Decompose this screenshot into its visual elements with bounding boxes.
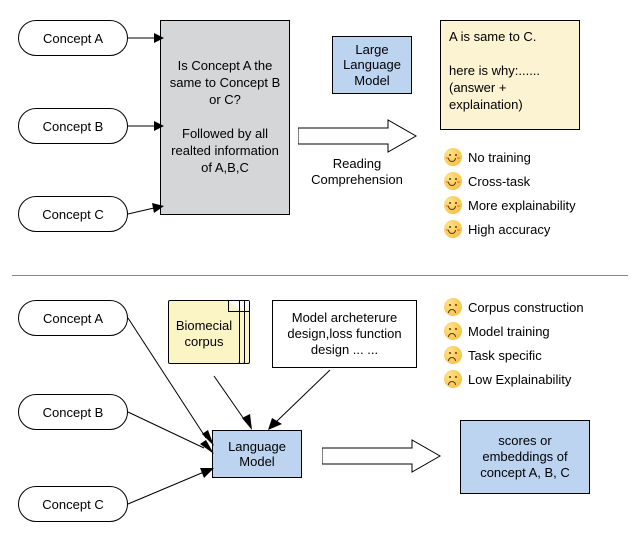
- arrow-icon: [128, 406, 218, 460]
- concept-c-top: Concept C: [18, 196, 128, 232]
- concept-b-top: Concept B: [18, 108, 128, 144]
- bullet-item: Low Explainability: [444, 370, 584, 388]
- bullet-label: Low Explainability: [468, 372, 571, 387]
- arrow-icon: [268, 370, 338, 434]
- happy-face-icon: [444, 196, 462, 214]
- llm-label: Large Language Model: [341, 42, 403, 89]
- bullet-label: Cross-task: [468, 174, 530, 189]
- bullet-item: Corpus construction: [444, 298, 584, 316]
- concept-label: Concept B: [43, 405, 104, 420]
- lm-box: Language Model: [212, 430, 302, 478]
- arrow-icon: [128, 468, 218, 508]
- reading-label: Reading Comprehension: [302, 156, 412, 187]
- arch-box: Model archeterure design,loss function d…: [272, 300, 417, 368]
- bullet-item: Cross-task: [444, 172, 576, 190]
- worried-face-icon: [444, 370, 462, 388]
- bullet-item: High accuracy: [444, 220, 576, 238]
- bullet-label: Task specific: [468, 348, 542, 363]
- scores-text: scores or embeddings of concept A, B, C: [469, 433, 581, 482]
- bullet-label: Model training: [468, 324, 550, 339]
- arrow-icon: [128, 204, 164, 224]
- concept-label: Concept A: [43, 311, 103, 326]
- worried-face-icon: [444, 322, 462, 340]
- arrow-icon: [214, 376, 258, 434]
- bullet-item: More explainability: [444, 196, 576, 214]
- lm-label: Language Model: [221, 439, 293, 469]
- concept-c-bottom: Concept C: [18, 486, 128, 522]
- concept-label: Concept B: [43, 119, 104, 134]
- bullet-label: Corpus construction: [468, 300, 584, 315]
- answer-text: A is same to C. here is why:...... (answ…: [449, 29, 571, 113]
- concept-label: Concept A: [43, 31, 103, 46]
- concept-label: Concept C: [42, 497, 103, 512]
- arrow-icon: [128, 120, 164, 132]
- reading-arrow: [298, 118, 418, 154]
- happy-face-icon: [444, 220, 462, 238]
- section-divider: [12, 275, 628, 276]
- arrow-icon: [128, 32, 164, 44]
- bullet-item: Task specific: [444, 346, 584, 364]
- scores-box: scores or embeddings of concept A, B, C: [460, 420, 590, 494]
- bullet-label: High accuracy: [468, 222, 550, 237]
- answer-box: A is same to C. here is why:...... (answ…: [440, 20, 580, 130]
- bullet-item: No training: [444, 148, 576, 166]
- question-text: Is Concept A the same to Concept B or C?…: [169, 58, 281, 176]
- happy-face-icon: [444, 148, 462, 166]
- question-box: Is Concept A the same to Concept B or C?…: [160, 20, 290, 215]
- happy-face-icon: [444, 172, 462, 190]
- concept-b-bottom: Concept B: [18, 394, 128, 430]
- bullet-label: No training: [468, 150, 531, 165]
- bullet-item: Model training: [444, 322, 584, 340]
- arch-text: Model archeterure design,loss function d…: [281, 310, 408, 359]
- llm-box: Large Language Model: [332, 36, 412, 94]
- worried-face-icon: [444, 346, 462, 364]
- output-arrow: [322, 438, 442, 474]
- concept-a-top: Concept A: [18, 20, 128, 56]
- top-bullets: No training Cross-task More explainabili…: [444, 148, 576, 238]
- worried-face-icon: [444, 298, 462, 316]
- bottom-bullets: Corpus construction Model training Task …: [444, 298, 584, 388]
- concept-a-bottom: Concept A: [18, 300, 128, 336]
- bullet-label: More explainability: [468, 198, 576, 213]
- concept-label: Concept C: [42, 207, 103, 222]
